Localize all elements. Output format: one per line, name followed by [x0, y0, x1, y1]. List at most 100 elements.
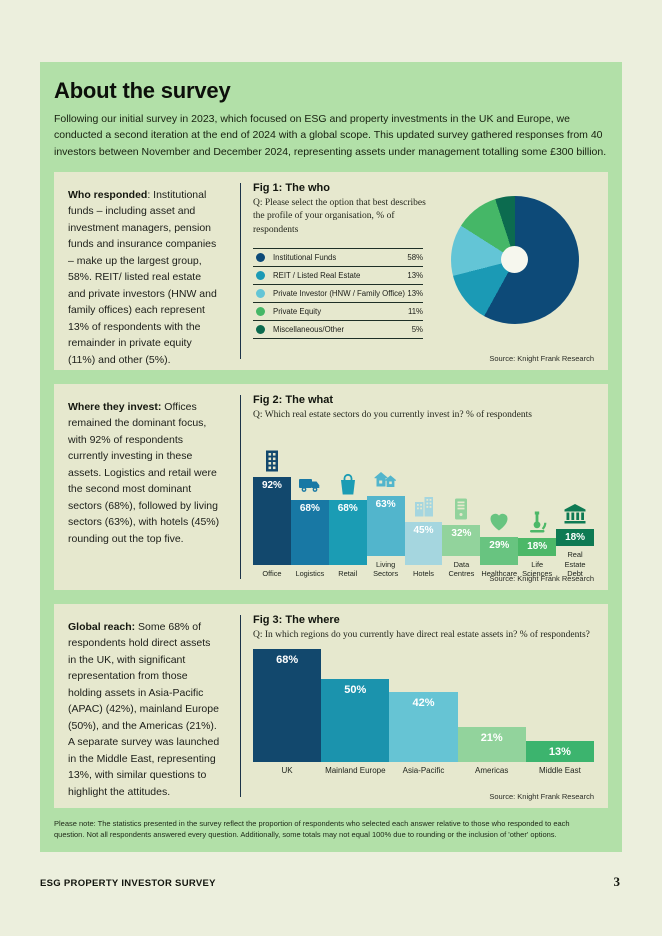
intro-paragraph: Following our initial survey in 2023, wh…: [54, 113, 607, 158]
bar-category-label: Retail: [338, 568, 358, 578]
bar-category-label: Data Centres: [448, 559, 475, 578]
footer-report-title: ESG PROPERTY INVESTOR SURVEY: [40, 878, 216, 889]
column-divider: [240, 614, 241, 797]
bar-category-label: Living Sectors: [373, 559, 399, 578]
legend-dot: [256, 289, 265, 299]
section-who-responded: Who responded: Institutional funds – inc…: [54, 171, 608, 370]
legend-row: Private Investor (HNW / Family Office) 13…: [253, 284, 423, 302]
bar: 21%: [457, 727, 526, 763]
legend-dot: [256, 325, 265, 335]
bar-stack: 68%: [290, 447, 329, 565]
bar-column: 42% Asia-Pacific: [389, 648, 458, 776]
who-responded-body: : Institutional funds – including asset …: [68, 188, 217, 366]
bar-value-label: 18%: [565, 532, 586, 544]
page-number: 3: [613, 874, 621, 889]
legend-value: 13%: [407, 289, 423, 299]
legend-label: REIT / Listed Real Estate: [273, 271, 361, 281]
pie-chart: [450, 195, 579, 324]
bar-value-label: 13%: [548, 745, 571, 758]
bar-stack: 92%: [253, 447, 291, 565]
section-global-reach: Global reach: Some 68% of respondents ho…: [54, 603, 608, 808]
bar: 63%: [366, 495, 405, 556]
column-divider: [240, 182, 241, 359]
where-invest-lead: Where they invest:: [68, 400, 162, 413]
bar-stack: 63%: [366, 438, 405, 556]
truck-icon: [298, 479, 320, 493]
bar-column: 68% Retail: [328, 447, 367, 578]
bank-icon: [564, 504, 586, 524]
legend-value: 13%: [407, 271, 423, 281]
bar-category-label: Logistics: [295, 568, 325, 578]
fig1-column: Fig 1: The who Q: Please select the opti…: [241, 172, 608, 370]
bar-category-label: Life Sciences: [522, 559, 553, 578]
bar-category-label: Hotels: [413, 568, 434, 578]
legend-row: Miscellaneous/Other 5%: [253, 320, 423, 340]
fig3-bar-chart: 68% UK 50% Mainland Europe 42% Asia-Pacific 21…: [253, 648, 595, 776]
bar-column: 13% Middle East: [525, 648, 595, 776]
bar-category-label: Office: [262, 568, 282, 578]
fig1-legend: Institutional Funds 58% REIT / Listed Real…: [253, 248, 423, 340]
bar-value-label: 32%: [451, 528, 472, 540]
fig2-title: Fig 2: The what: [253, 393, 334, 406]
server-icon: [455, 498, 468, 520]
legend-label: Private Equity: [273, 307, 322, 317]
bar: 32%: [442, 525, 481, 556]
column-divider: [240, 394, 241, 579]
bar-category-label: Real Estate Debt: [564, 550, 586, 578]
bar-column: 32% Data Centres: [442, 438, 481, 579]
bar-category-label: Healthcare: [481, 568, 518, 578]
legend-row: REIT / Listed Real Estate 13%: [253, 266, 423, 284]
bar-column: 92% Office: [253, 447, 291, 578]
legend-value: 11%: [407, 307, 423, 317]
where-invest-body: Offices remained the dominant focus, wit…: [68, 400, 220, 545]
who-responded-lead: Who responded: [68, 188, 148, 201]
fig1-source: Source: Knight Frank Research: [489, 353, 594, 363]
fig2-source: Source: Knight Frank Research: [489, 573, 594, 583]
bar-category-label: Americas: [475, 766, 509, 776]
global-reach-body: Some 68% of respondents hold direct asse…: [68, 620, 220, 798]
fig1-question: Q: Please select the option that best de…: [253, 197, 426, 235]
who-responded-text: Who responded: Institutional funds – inc…: [54, 172, 240, 370]
legend-dot: [256, 271, 265, 281]
bar-stack: 29%: [480, 447, 519, 565]
bar-stack: 21%: [457, 648, 526, 763]
bar: 92%: [253, 477, 291, 565]
fig3-question: Q: In which regions do you currently hav…: [253, 629, 590, 640]
bar: 68%: [253, 648, 322, 763]
bar: 13%: [525, 740, 595, 763]
legend-value: 5%: [411, 325, 423, 335]
legend-row: Private Equity 11%: [253, 302, 423, 320]
legend-dot: [256, 253, 265, 263]
bar: 29%: [480, 537, 519, 565]
bar-category-label: Mainland Europe: [325, 766, 386, 776]
about-survey-panel: About the survey Following our initial s…: [40, 62, 622, 852]
page-title: About the survey: [54, 78, 231, 103]
bar-value-label: 29%: [489, 540, 510, 552]
bar-value-label: 50%: [344, 683, 367, 696]
legend-label: Private Investor (HNW / Family Office): [273, 289, 405, 299]
global-reach-lead: Global reach:: [68, 620, 136, 633]
bar-value-label: 68%: [299, 503, 320, 515]
fig3-source: Source: Knight Frank Research: [489, 791, 594, 801]
bar-column: 29% Healthcare: [480, 447, 519, 578]
legend-row: Institutional Funds 58%: [253, 248, 423, 266]
fig2-column: Fig 2: The what Q: Which real estate sec…: [241, 384, 608, 590]
bar: 42%: [389, 692, 458, 763]
bar-stack: 68%: [253, 648, 322, 763]
bar-column: 18% Life Sciences: [518, 438, 557, 579]
office-icon: [265, 450, 278, 472]
bar-stack: 68%: [328, 447, 367, 565]
fig3-title: Fig 3: The where: [253, 613, 340, 626]
bar-category-label: Middle East: [539, 766, 581, 776]
bar: 18%: [556, 529, 595, 547]
fig2-bar-chart: 92% Office 68% Logistics 68% Retail 63% Living …: [253, 428, 595, 579]
bar: 68%: [290, 500, 329, 565]
legend-label: Miscellaneous/Other: [273, 325, 345, 335]
heart-icon: [490, 514, 508, 531]
bar-column: 18% Real Estate Debt: [556, 428, 595, 578]
bar-stack: 13%: [525, 648, 595, 763]
bar-category-label: UK: [281, 766, 293, 776]
bar-value-label: 92%: [261, 480, 282, 492]
microscope-icon: [530, 511, 547, 533]
bar-stack: 45%: [404, 447, 443, 565]
